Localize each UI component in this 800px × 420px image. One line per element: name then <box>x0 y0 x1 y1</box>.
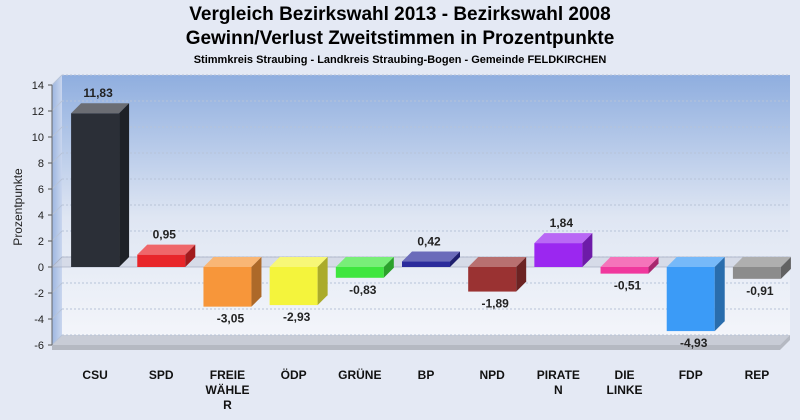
gridline-diagonal <box>51 152 63 164</box>
gridline-diagonal <box>51 230 63 242</box>
y-tick-label: 6 <box>38 184 44 196</box>
bar-top <box>269 257 328 267</box>
bar-top <box>732 257 791 267</box>
bar-front <box>600 267 649 274</box>
x-tick-label: NPD <box>480 368 506 382</box>
bar <box>335 257 394 278</box>
y-axis-label: Prozentpunkte <box>11 168 25 246</box>
x-tick-label: LINKE <box>607 383 643 397</box>
chart-caption: Stimmkreis Straubing - Landkreis Straubi… <box>193 54 607 66</box>
x-tick-label: R <box>223 398 232 412</box>
floor <box>52 335 790 345</box>
x-tick-label: BP <box>418 368 435 382</box>
y-tick-label: 0 <box>38 262 44 274</box>
bar-side <box>383 257 394 278</box>
x-tick-label: REP <box>745 368 770 382</box>
bar-side <box>780 257 791 279</box>
bar-side <box>251 257 262 307</box>
bar <box>534 233 593 267</box>
bar-side <box>317 257 328 306</box>
bar <box>468 257 527 292</box>
bar-top <box>203 257 262 267</box>
x-tick-label: ÖDP <box>281 367 307 382</box>
y-tick-label: 14 <box>32 80 44 92</box>
data-label: 0,42 <box>417 235 441 249</box>
bar-top <box>71 103 130 114</box>
bar-top <box>534 233 593 244</box>
data-label: 0,95 <box>153 228 177 242</box>
bar <box>732 257 791 279</box>
bar <box>203 257 262 307</box>
y-tick-label: -4 <box>34 314 44 326</box>
gridline-diagonal <box>51 178 63 190</box>
bar-front <box>534 243 583 267</box>
bar <box>402 251 460 267</box>
data-label: 11,83 <box>83 86 113 100</box>
x-tick-label: WÄHLE <box>205 382 249 397</box>
bar-front <box>666 267 715 332</box>
x-tick-label: FDP <box>679 368 703 382</box>
data-label: -4,93 <box>680 336 708 350</box>
x-tick-label: FREIE <box>210 368 245 382</box>
y-tick-label: 10 <box>32 132 44 144</box>
bar <box>137 244 196 267</box>
data-label: -0,91 <box>746 284 774 298</box>
y-tick-label: 4 <box>38 210 44 222</box>
gridline-diagonal <box>51 334 63 346</box>
bar-front <box>71 113 120 268</box>
data-label: -0,51 <box>614 279 642 293</box>
bar <box>600 257 659 274</box>
x-tick-label: SPD <box>149 368 174 382</box>
bar-side <box>450 251 460 267</box>
y-tick-label: 12 <box>32 106 44 118</box>
bar-front <box>402 261 450 267</box>
gridline-diagonal <box>51 126 63 138</box>
bar-side <box>648 257 659 274</box>
x-tick-label: DIE <box>615 368 635 382</box>
chart-title: Vergleich Bezirkswahl 2013 - Bezirkswahl… <box>189 4 611 25</box>
data-label: -3,05 <box>217 312 245 326</box>
bar-front <box>269 267 318 306</box>
y-tick-label: 8 <box>38 158 44 170</box>
x-tick-label: PIRATE <box>537 368 580 382</box>
bar-top <box>468 257 527 267</box>
bar-top <box>137 244 196 255</box>
data-label: -2,93 <box>283 310 311 324</box>
bar-top <box>666 257 725 267</box>
y-tick-label: -2 <box>34 288 44 300</box>
y-tick-label: -6 <box>34 340 44 352</box>
gridline-diagonal <box>51 74 63 86</box>
bar-front <box>137 254 186 267</box>
x-tick-label: GRÜNE <box>338 367 381 382</box>
data-label: -0,83 <box>349 283 377 297</box>
bar-front <box>468 267 517 292</box>
floor-edge <box>52 335 790 350</box>
gridline-diagonal <box>51 308 63 320</box>
bar-side <box>119 103 130 268</box>
bar <box>71 103 130 268</box>
bar-side <box>185 244 196 267</box>
gridline-diagonal <box>51 282 63 294</box>
bar-front <box>203 267 252 307</box>
bar-side <box>714 257 725 332</box>
bar-top <box>402 251 460 262</box>
bar-top <box>335 257 394 267</box>
data-label: -1,89 <box>482 297 510 311</box>
x-tick-label: N <box>554 383 563 397</box>
gridline-diagonal <box>51 100 63 112</box>
bar-side <box>516 257 527 292</box>
data-label: 1,84 <box>550 216 574 230</box>
bar-front <box>732 267 781 279</box>
bar <box>666 257 725 332</box>
bar-front <box>335 267 384 278</box>
x-tick-label: CSU <box>82 368 107 382</box>
gridline-diagonal <box>51 204 63 216</box>
bar <box>269 257 328 306</box>
bar-side <box>582 233 593 267</box>
y-tick-label: 2 <box>38 236 44 248</box>
chart-subtitle: Gewinn/Verlust Zweitstimmen in Prozentpu… <box>185 28 615 49</box>
bar-top <box>600 257 659 267</box>
